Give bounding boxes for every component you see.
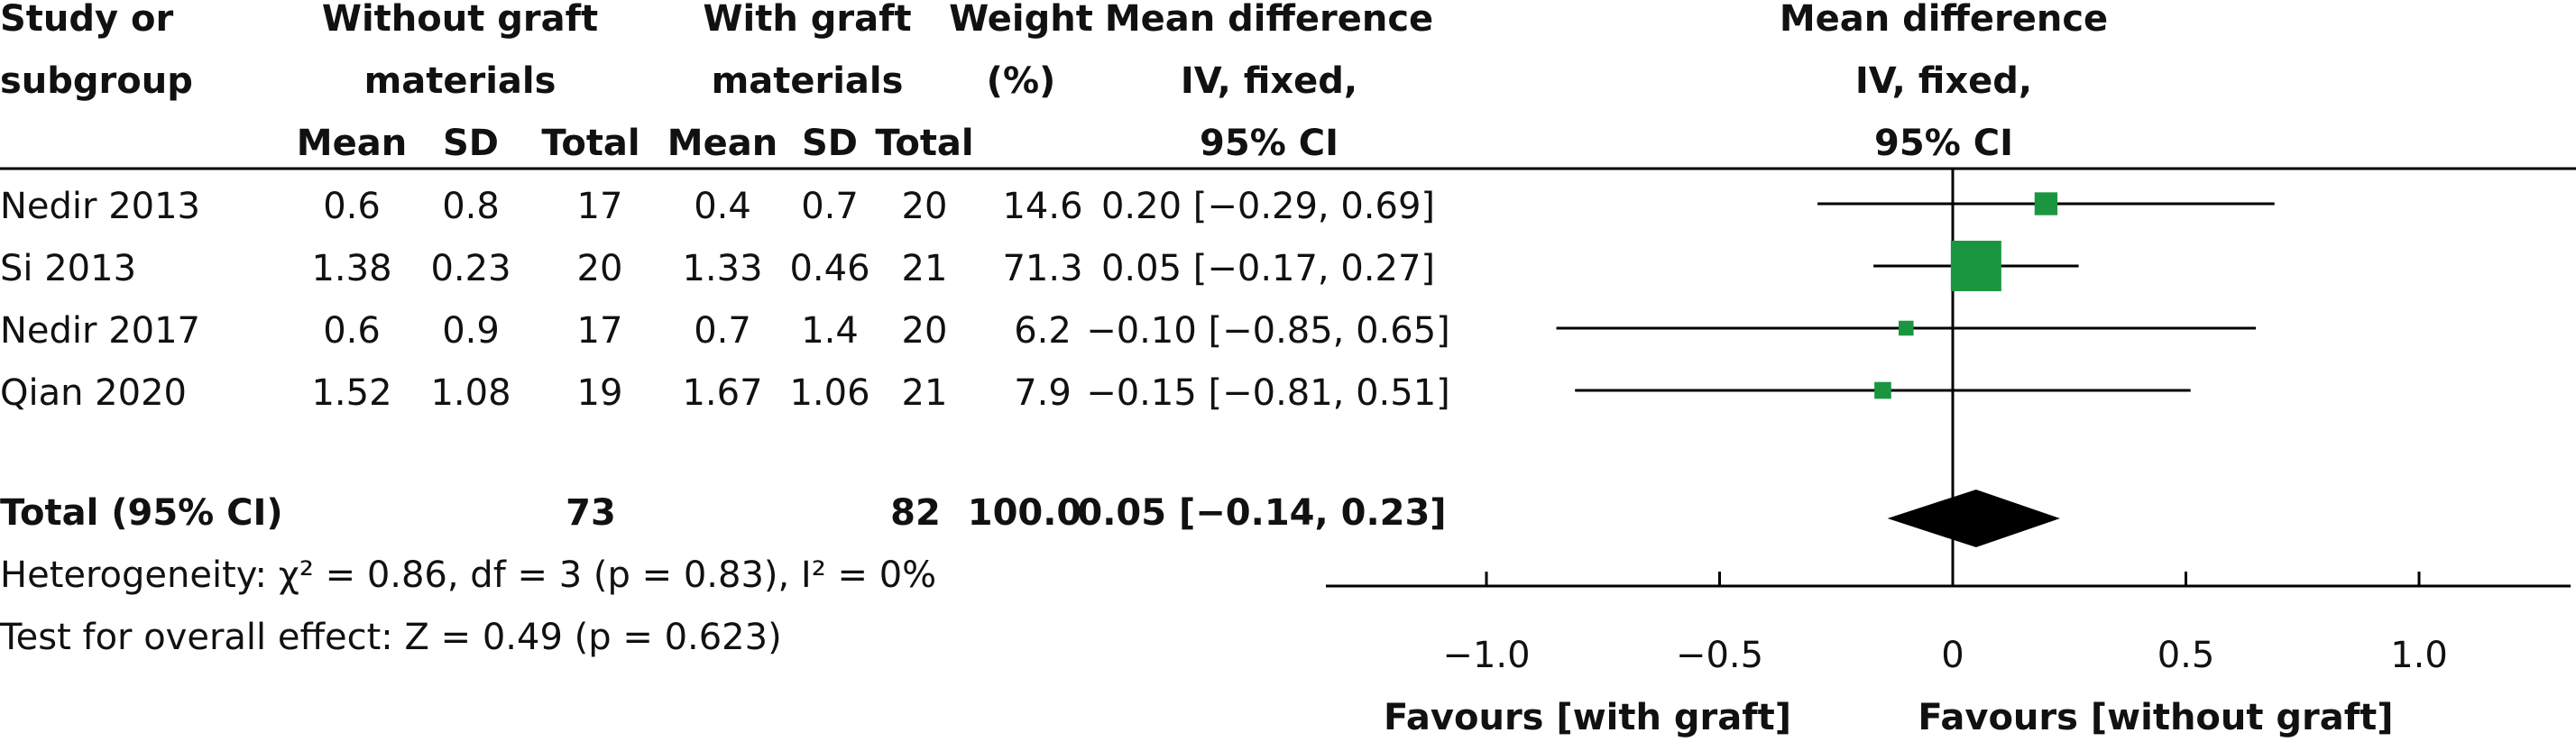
weight-cell: 7.9 [1014, 372, 1072, 414]
header-group1-line2: materials [364, 60, 557, 102]
study-row: Nedir 2013 0.6 0.8 17 0.4 0.7 20 14.6 0.… [0, 186, 1435, 227]
subcol-sd2: SD [802, 123, 858, 164]
subcol-total1: Total [541, 123, 639, 164]
header-study-line2: subgroup [0, 60, 193, 102]
study-row: Si 2013 1.38 0.23 20 1.33 0.46 21 71.3 0… [0, 248, 1435, 289]
x-axis-ticks: −1.0 −0.5 0 0.5 1.0 [1442, 572, 2448, 676]
study-name: Nedir 2013 [0, 186, 200, 227]
study-row: Qian 2020 1.52 1.08 19 1.67 1.06 21 7.9 … [0, 372, 1450, 414]
mean1-cell: 1.38 [311, 248, 391, 289]
total2-sum: 82 [890, 492, 941, 534]
overall-effect-text: Test for overall effect: Z = 0.49 (p = 0… [0, 617, 782, 658]
study-name: Nedir 2017 [0, 310, 200, 352]
total2-cell: 21 [902, 372, 948, 414]
subcol-mean2: Mean [667, 123, 777, 164]
forest-plot-area: −1.0 −0.5 0 0.5 1.0 [1326, 169, 2571, 676]
mean2-cell: 1.67 [682, 372, 762, 414]
tick-label: 0 [1941, 635, 1964, 676]
tick-label: −0.5 [1676, 635, 1763, 676]
study-row: Nedir 2017 0.6 0.9 17 0.7 1.4 20 6.2 −0.… [0, 310, 1450, 352]
header-md-text-line1: Mean difference [1105, 0, 1433, 40]
mean1-cell: 0.6 [323, 186, 381, 227]
point-estimate-square [2034, 192, 2058, 215]
sd1-cell: 0.8 [442, 186, 500, 227]
header-md-plot-line2: IV, fixed, [1855, 60, 2032, 102]
mean2-cell: 0.4 [694, 186, 751, 227]
study-marks [1556, 192, 2275, 399]
total2-cell: 21 [902, 248, 948, 289]
total-ci-text: 0.05 [−0.14, 0.23] [1077, 492, 1446, 534]
tick-label: −1.0 [1442, 635, 1530, 676]
weight-cell: 14.6 [1002, 186, 1082, 227]
sd1-cell: 0.9 [442, 310, 500, 352]
header-md-plot-line1: Mean difference [1780, 0, 2108, 40]
total1-cell: 20 [577, 248, 623, 289]
total2-cell: 20 [902, 310, 948, 352]
mean2-cell: 1.33 [682, 248, 762, 289]
ci-text-cell: −0.15 [−0.81, 0.51] [1086, 372, 1450, 414]
point-estimate-square [1874, 381, 1891, 399]
header-weight-line1: Weight [949, 0, 1093, 40]
total-row: Total (95% CI) 73 82 100.0 0.05 [−0.14, … [0, 492, 1447, 534]
header-group2-line1: With graft [703, 0, 911, 40]
subcol-total2: Total [875, 123, 973, 164]
total2-cell: 20 [902, 186, 948, 227]
ci-text-cell: 0.05 [−0.17, 0.27] [1101, 248, 1435, 289]
tick-label: 1.0 [2390, 635, 2448, 676]
total-weight: 100.0 [968, 492, 1082, 534]
point-estimate-square [1950, 241, 2001, 291]
total1-cell: 17 [577, 186, 623, 227]
total-label: Total (95% CI) [0, 492, 283, 534]
study-name: Si 2013 [0, 248, 136, 289]
favours-left-label: Favours [with graft] [1384, 697, 1791, 738]
sd2-cell: 0.46 [789, 248, 869, 289]
mean1-cell: 1.52 [311, 372, 391, 414]
total1-cell: 17 [577, 310, 623, 352]
sd1-cell: 1.08 [430, 372, 511, 414]
header-group1-line1: Without graft [322, 0, 598, 40]
subcol-sd1: SD [443, 123, 499, 164]
header-md-text-line3: 95% CI [1200, 123, 1339, 164]
total1-sum: 73 [566, 492, 616, 534]
sd1-cell: 0.23 [430, 248, 511, 289]
weight-cell: 71.3 [1002, 248, 1082, 289]
ci-text-cell: 0.20 [−0.29, 0.69] [1101, 186, 1435, 227]
mean1-cell: 0.6 [323, 310, 381, 352]
header-md-plot-line3: 95% CI [1874, 123, 2013, 164]
mean2-cell: 0.7 [694, 310, 751, 352]
total1-cell: 19 [577, 372, 623, 414]
heterogeneity-text: Heterogeneity: χ² = 0.86, df = 3 (p = 0.… [0, 554, 936, 596]
sd2-cell: 1.4 [801, 310, 859, 352]
tick-label: 0.5 [2157, 635, 2215, 676]
favours-right-label: Favours [without graft] [1918, 697, 2393, 738]
sd2-cell: 1.06 [789, 372, 869, 414]
subcol-mean1: Mean [297, 123, 407, 164]
study-name: Qian 2020 [0, 372, 187, 414]
weight-cell: 6.2 [1014, 310, 1072, 352]
point-estimate-square [1899, 320, 1914, 336]
pooled-diamond [1887, 490, 2060, 547]
header-group2-line2: materials [712, 60, 904, 102]
sd2-cell: 0.7 [801, 186, 859, 227]
header-weight-line2: (%) [987, 60, 1056, 102]
header-study-line1: Study or [0, 0, 174, 40]
header-md-text-line2: IV, fixed, [1181, 60, 1357, 102]
ci-text-cell: −0.10 [−0.85, 0.65] [1086, 310, 1450, 352]
